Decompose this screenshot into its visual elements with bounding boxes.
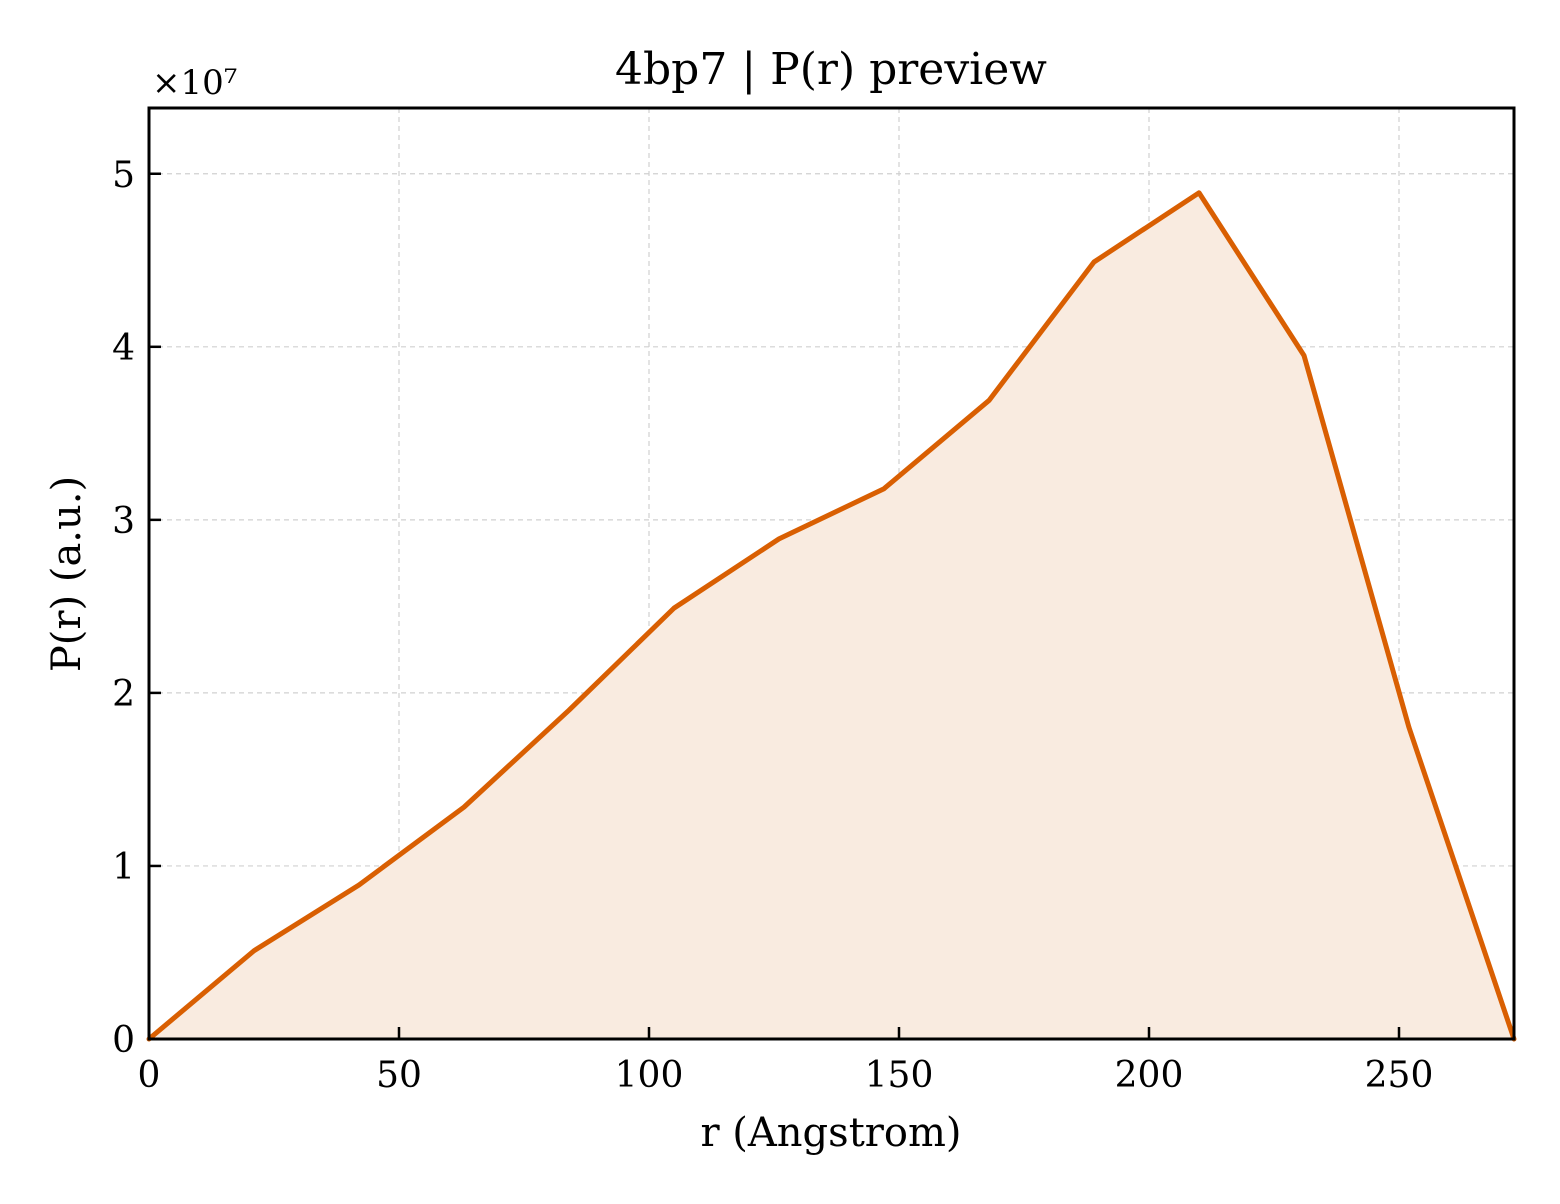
chart-title: 4bp7 | P(r) preview	[615, 44, 1047, 95]
area-layer	[149, 193, 1514, 1039]
y-tick-label: 1	[112, 847, 135, 888]
x-tick-label: 150	[865, 1055, 934, 1096]
y-tick-label: 0	[112, 1020, 135, 1061]
x-tick-label: 0	[138, 1055, 161, 1096]
y-axis-label: P(r) (a.u.)	[44, 476, 90, 672]
y-tick-label: 3	[112, 501, 135, 542]
x-tick-label: 200	[1115, 1055, 1184, 1096]
y-tick-label: 5	[112, 155, 135, 196]
x-tick-label: 250	[1365, 1055, 1434, 1096]
x-tick-label: 100	[615, 1055, 684, 1096]
x-axis-label: r (Angstrom)	[700, 1110, 961, 1156]
y-axis-offset-label: ×10⁷	[152, 63, 237, 103]
x-tick-label: 50	[376, 1055, 422, 1096]
y-tick-label: 4	[112, 328, 135, 369]
series-area-fill	[149, 193, 1514, 1039]
y-tick-label: 2	[112, 674, 135, 715]
